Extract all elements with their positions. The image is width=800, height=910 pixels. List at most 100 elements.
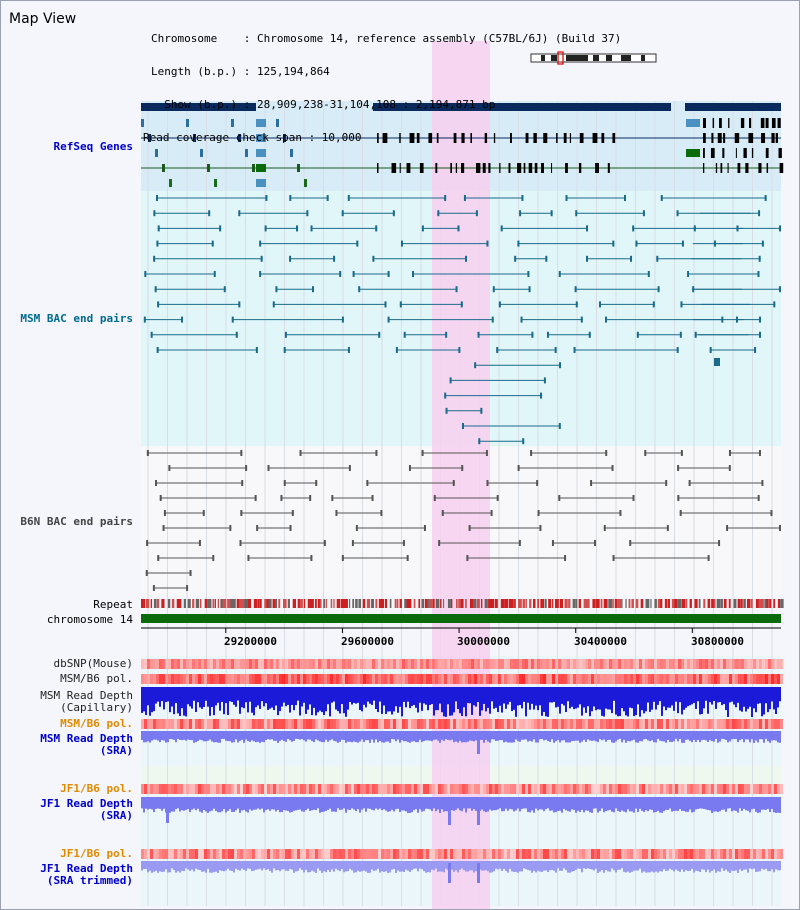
jf1-pol-cell xyxy=(441,849,444,859)
exon xyxy=(450,163,452,173)
exon xyxy=(499,163,501,173)
msm-capillary-depth-bar xyxy=(269,687,271,709)
exon xyxy=(703,163,705,173)
jf1-sra-depth-bar xyxy=(193,797,195,809)
jf1-trimmed-depth-bar xyxy=(633,861,635,871)
jf1-pol-cell xyxy=(693,849,696,859)
msm-sra-depth-bar xyxy=(179,731,181,740)
msm-pol-cell xyxy=(735,719,738,729)
msm-sra-depth-bar xyxy=(313,731,315,743)
msm-capillary-depth-bar xyxy=(665,687,667,711)
msm-sra-depth-bar xyxy=(635,731,637,743)
jf1-pol-cell xyxy=(195,849,198,859)
repeat-block xyxy=(460,599,464,608)
msm-sra-depth-bar xyxy=(577,731,579,741)
msm-sra-depth-bar xyxy=(543,731,545,741)
track-label-b6n-bac[interactable]: B6N BAC end pairs xyxy=(20,515,133,528)
msm-pol-cell xyxy=(402,719,405,729)
exon xyxy=(578,163,582,173)
jf1-sra-depth-bar xyxy=(481,797,483,810)
msm-capillary-depth-bar xyxy=(507,687,509,705)
jf1-trimmed-depth-bar xyxy=(765,861,767,869)
msm-capillary-depth-bar xyxy=(559,687,561,714)
jf1-pol-cell xyxy=(432,849,435,859)
jf1-pol-cell xyxy=(606,849,609,859)
msm-sra-depth-bar xyxy=(697,731,699,740)
jf1-pol-cell xyxy=(729,784,732,794)
msm-pol-cell xyxy=(678,674,681,684)
msm-pol-cell xyxy=(531,719,534,729)
msm-pol-cell xyxy=(438,674,441,684)
exon xyxy=(200,149,203,157)
exon xyxy=(488,163,491,173)
jf1-sra-depth-bar xyxy=(269,797,271,811)
jf1-pol-cell xyxy=(747,784,750,794)
msm-capillary-depth-bar xyxy=(437,687,439,711)
jf1-pol-cell xyxy=(294,784,297,794)
msm-pol-cell xyxy=(459,674,462,684)
msm-sra-depth-bar xyxy=(549,731,551,742)
dbsnp-cell xyxy=(504,659,507,669)
dbsnp-cell xyxy=(195,659,198,669)
repeat-block xyxy=(758,599,762,608)
jf1-sra-depth-bar xyxy=(533,797,535,813)
bac-end xyxy=(352,271,355,277)
msm-sra-depth-bar xyxy=(727,731,729,743)
jf1-sra-depth-bar xyxy=(689,797,691,810)
msm-pol-cell xyxy=(177,719,180,729)
msm-pol-cell xyxy=(711,719,714,729)
bac-end xyxy=(468,525,471,531)
bac-end xyxy=(402,540,405,546)
jf1-pol-cell xyxy=(522,784,525,794)
jf1-pol-cell xyxy=(483,784,486,794)
jf1-trimmed-depth-bar xyxy=(693,861,695,873)
jf1-pol-cell xyxy=(321,784,324,794)
exon xyxy=(758,163,762,173)
jf1-pol-cell xyxy=(297,784,300,794)
jf1-pol-cell xyxy=(360,849,363,859)
jf1-pol-cell xyxy=(699,849,702,859)
msm-sra-depth-bar xyxy=(589,731,591,741)
msm-capillary-depth-bar xyxy=(475,687,477,707)
msm-sra-depth-bar xyxy=(779,731,781,743)
dbsnp-cell xyxy=(696,659,699,669)
msm-capillary-depth-bar xyxy=(277,687,279,716)
jf1-trimmed-depth-bar xyxy=(427,861,429,873)
jf1-pol-cell xyxy=(483,849,486,859)
jf1-sra-depth-bar xyxy=(649,797,651,810)
dbsnp-cell xyxy=(534,659,537,669)
repeat-block xyxy=(150,599,153,608)
dbsnp-cell xyxy=(549,659,552,669)
msm-capillary-depth-bar xyxy=(717,687,719,703)
msm-pol-cell xyxy=(180,674,183,684)
jf1-pol-cell xyxy=(777,849,780,859)
repeat-block xyxy=(575,599,578,608)
msm-pol-cell xyxy=(591,674,594,684)
msm-pol-cell xyxy=(375,719,378,729)
msm-pol-cell xyxy=(621,719,624,729)
bac-end xyxy=(485,450,488,456)
jf1-pol-cell xyxy=(660,849,663,859)
track-label-msm-bac[interactable]: MSM BAC end pairs xyxy=(20,312,133,325)
msm-sra-depth-bar xyxy=(355,731,357,743)
track-label-refseq[interactable]: RefSeq Genes xyxy=(53,140,133,153)
msm-pol-cell xyxy=(534,674,537,684)
msm-pol-cell xyxy=(219,674,222,684)
jf1-sra-depth-bar xyxy=(245,797,247,812)
exon xyxy=(751,148,754,158)
msm-sra-depth-bar xyxy=(547,731,549,742)
jf1-trimmed-depth-bar xyxy=(763,861,765,870)
jf1-sra-depth-bar xyxy=(367,797,369,809)
msm-sra-depth-bar xyxy=(707,731,709,742)
msm-capillary-depth-bar xyxy=(669,687,671,708)
msm-pol-cell xyxy=(483,674,486,684)
msm-pol-cell xyxy=(573,719,576,729)
bac-end xyxy=(378,331,381,338)
jf1-sra-depth-bar xyxy=(345,797,347,813)
bac-end xyxy=(189,570,192,576)
jf1-trimmed-depth-bar xyxy=(187,861,189,870)
msm-pol-cell xyxy=(264,674,267,684)
msm-capillary-depth-bar xyxy=(487,687,489,708)
msm-capillary-depth-bar xyxy=(597,687,599,710)
